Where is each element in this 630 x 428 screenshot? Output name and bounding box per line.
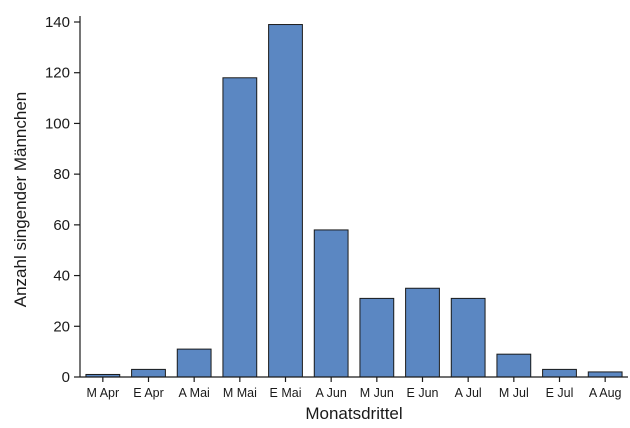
x-tick-label: M Mai bbox=[223, 386, 257, 400]
y-tick-label: 100 bbox=[45, 115, 70, 132]
axes-group bbox=[79, 16, 628, 378]
bar-e-jul bbox=[542, 368, 577, 378]
bar-m-jun bbox=[359, 297, 395, 378]
bar-a-mai bbox=[176, 348, 212, 378]
x-tick-label: M Jun bbox=[360, 386, 394, 400]
bar-a-aug bbox=[587, 371, 623, 378]
x-tick-label: M Apr bbox=[87, 386, 120, 400]
y-tick-label: 120 bbox=[45, 65, 70, 82]
x-tick-label: E Jul bbox=[546, 386, 574, 400]
x-tick-label: A Jul bbox=[455, 386, 482, 400]
x-ticks-group: M Apr E Apr A Mai M Mai E Mai A Jun M Jun E Jun… bbox=[87, 377, 622, 400]
y-ticks-group: 0 20 40 60 80 100 120 140 bbox=[45, 14, 80, 386]
bar-e-mai bbox=[268, 24, 303, 378]
bar-a-jun bbox=[313, 229, 349, 378]
y-tick-label: 60 bbox=[53, 217, 70, 234]
bar-a-jul bbox=[450, 297, 486, 378]
bar-e-jun bbox=[405, 287, 440, 378]
y-tick-label: 0 bbox=[62, 369, 70, 386]
bar-m-mai bbox=[222, 77, 258, 378]
bars-group bbox=[85, 24, 623, 378]
y-tick-label: 20 bbox=[53, 318, 70, 335]
x-tick-label: E Mai bbox=[270, 386, 302, 400]
x-axis-title: Monatsdrittel bbox=[305, 404, 402, 423]
x-tick-label: E Apr bbox=[133, 386, 164, 400]
x-tick-label: M Jul bbox=[499, 386, 529, 400]
x-tick-label: A Mai bbox=[179, 386, 210, 400]
x-tick-label: A Aug bbox=[589, 386, 622, 400]
y-axis-title: Anzahl singender Männchen bbox=[11, 92, 30, 307]
x-tick-label: E Jun bbox=[407, 386, 439, 400]
y-tick-label: 40 bbox=[53, 268, 70, 285]
bar-m-jul bbox=[496, 353, 532, 378]
bar-e-apr bbox=[131, 368, 166, 378]
y-tick-label: 80 bbox=[53, 166, 70, 183]
x-tick-label: A Jun bbox=[316, 386, 347, 400]
y-tick-label: 140 bbox=[45, 14, 70, 31]
